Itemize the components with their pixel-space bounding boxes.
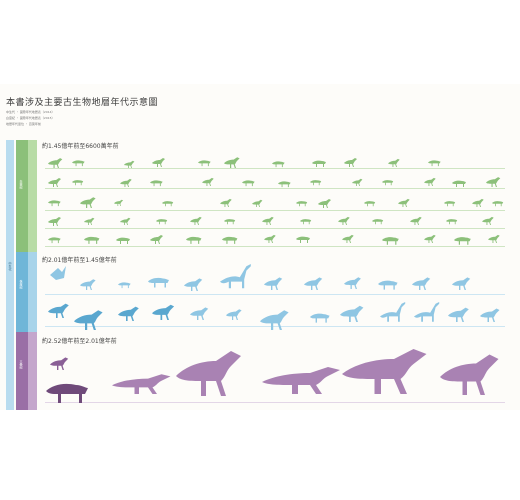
- timeline-cretaceous-1: [45, 168, 505, 169]
- period-subbar-cretaceous: [28, 140, 37, 252]
- period-subbar-jurassic: [28, 252, 37, 332]
- jurassic-flyer: [50, 266, 66, 280]
- cretaceous-dinosaurs: [48, 157, 504, 245]
- era-bar: [6, 140, 14, 410]
- cretaceous-row-3: [48, 197, 504, 208]
- cretaceous-row-5: [48, 234, 500, 245]
- band-title-cretaceous: 約1.45億年前至6600萬年前: [42, 143, 119, 150]
- cretaceous-row-2: [48, 177, 501, 188]
- period-label-triassic: 三疊紀: [19, 360, 23, 369]
- note-line-3: 地層年代單位 ・ 百萬年前: [6, 122, 41, 126]
- timeline-triassic: [45, 402, 505, 403]
- cretaceous-row-4: [48, 216, 494, 226]
- timeline-cretaceous-4: [45, 228, 505, 229]
- note-line-1: 中生代 ・ 國際年代地層表（2014）: [6, 110, 55, 114]
- period-bar-jurassic: [16, 252, 28, 332]
- timeline-jurassic-2: [45, 326, 505, 327]
- band-title-jurassic: 約2.01億年前至1.45億年前: [42, 257, 117, 264]
- timeline-cretaceous-3: [45, 210, 505, 211]
- timeline-cretaceous-5: [45, 246, 505, 247]
- jurassic-dinosaurs: [48, 264, 500, 330]
- period-label-cretaceous: 白堊紀: [19, 180, 23, 189]
- timeline-cretaceous-2: [45, 188, 505, 189]
- period-label-jurassic: 侏羅紀: [19, 280, 23, 289]
- period-subbar-triassic: [28, 332, 37, 410]
- era-label: 中生代: [8, 262, 12, 271]
- cretaceous-row-1: [48, 157, 441, 168]
- triassic-dinosaurs: [46, 349, 499, 403]
- period-bar-cretaceous: [16, 140, 28, 252]
- note-line-2: 白堊紀 ・ 國際年代地層表（2015）: [6, 116, 55, 120]
- period-bar-triassic: [16, 332, 28, 410]
- page-title: 本書涉及主要古生物地層年代示意圖: [6, 98, 159, 108]
- timeline-jurassic-1: [45, 294, 505, 295]
- chart-page: [0, 84, 520, 410]
- band-title-triassic: 約2.52億年前至2.01億年前: [42, 338, 117, 345]
